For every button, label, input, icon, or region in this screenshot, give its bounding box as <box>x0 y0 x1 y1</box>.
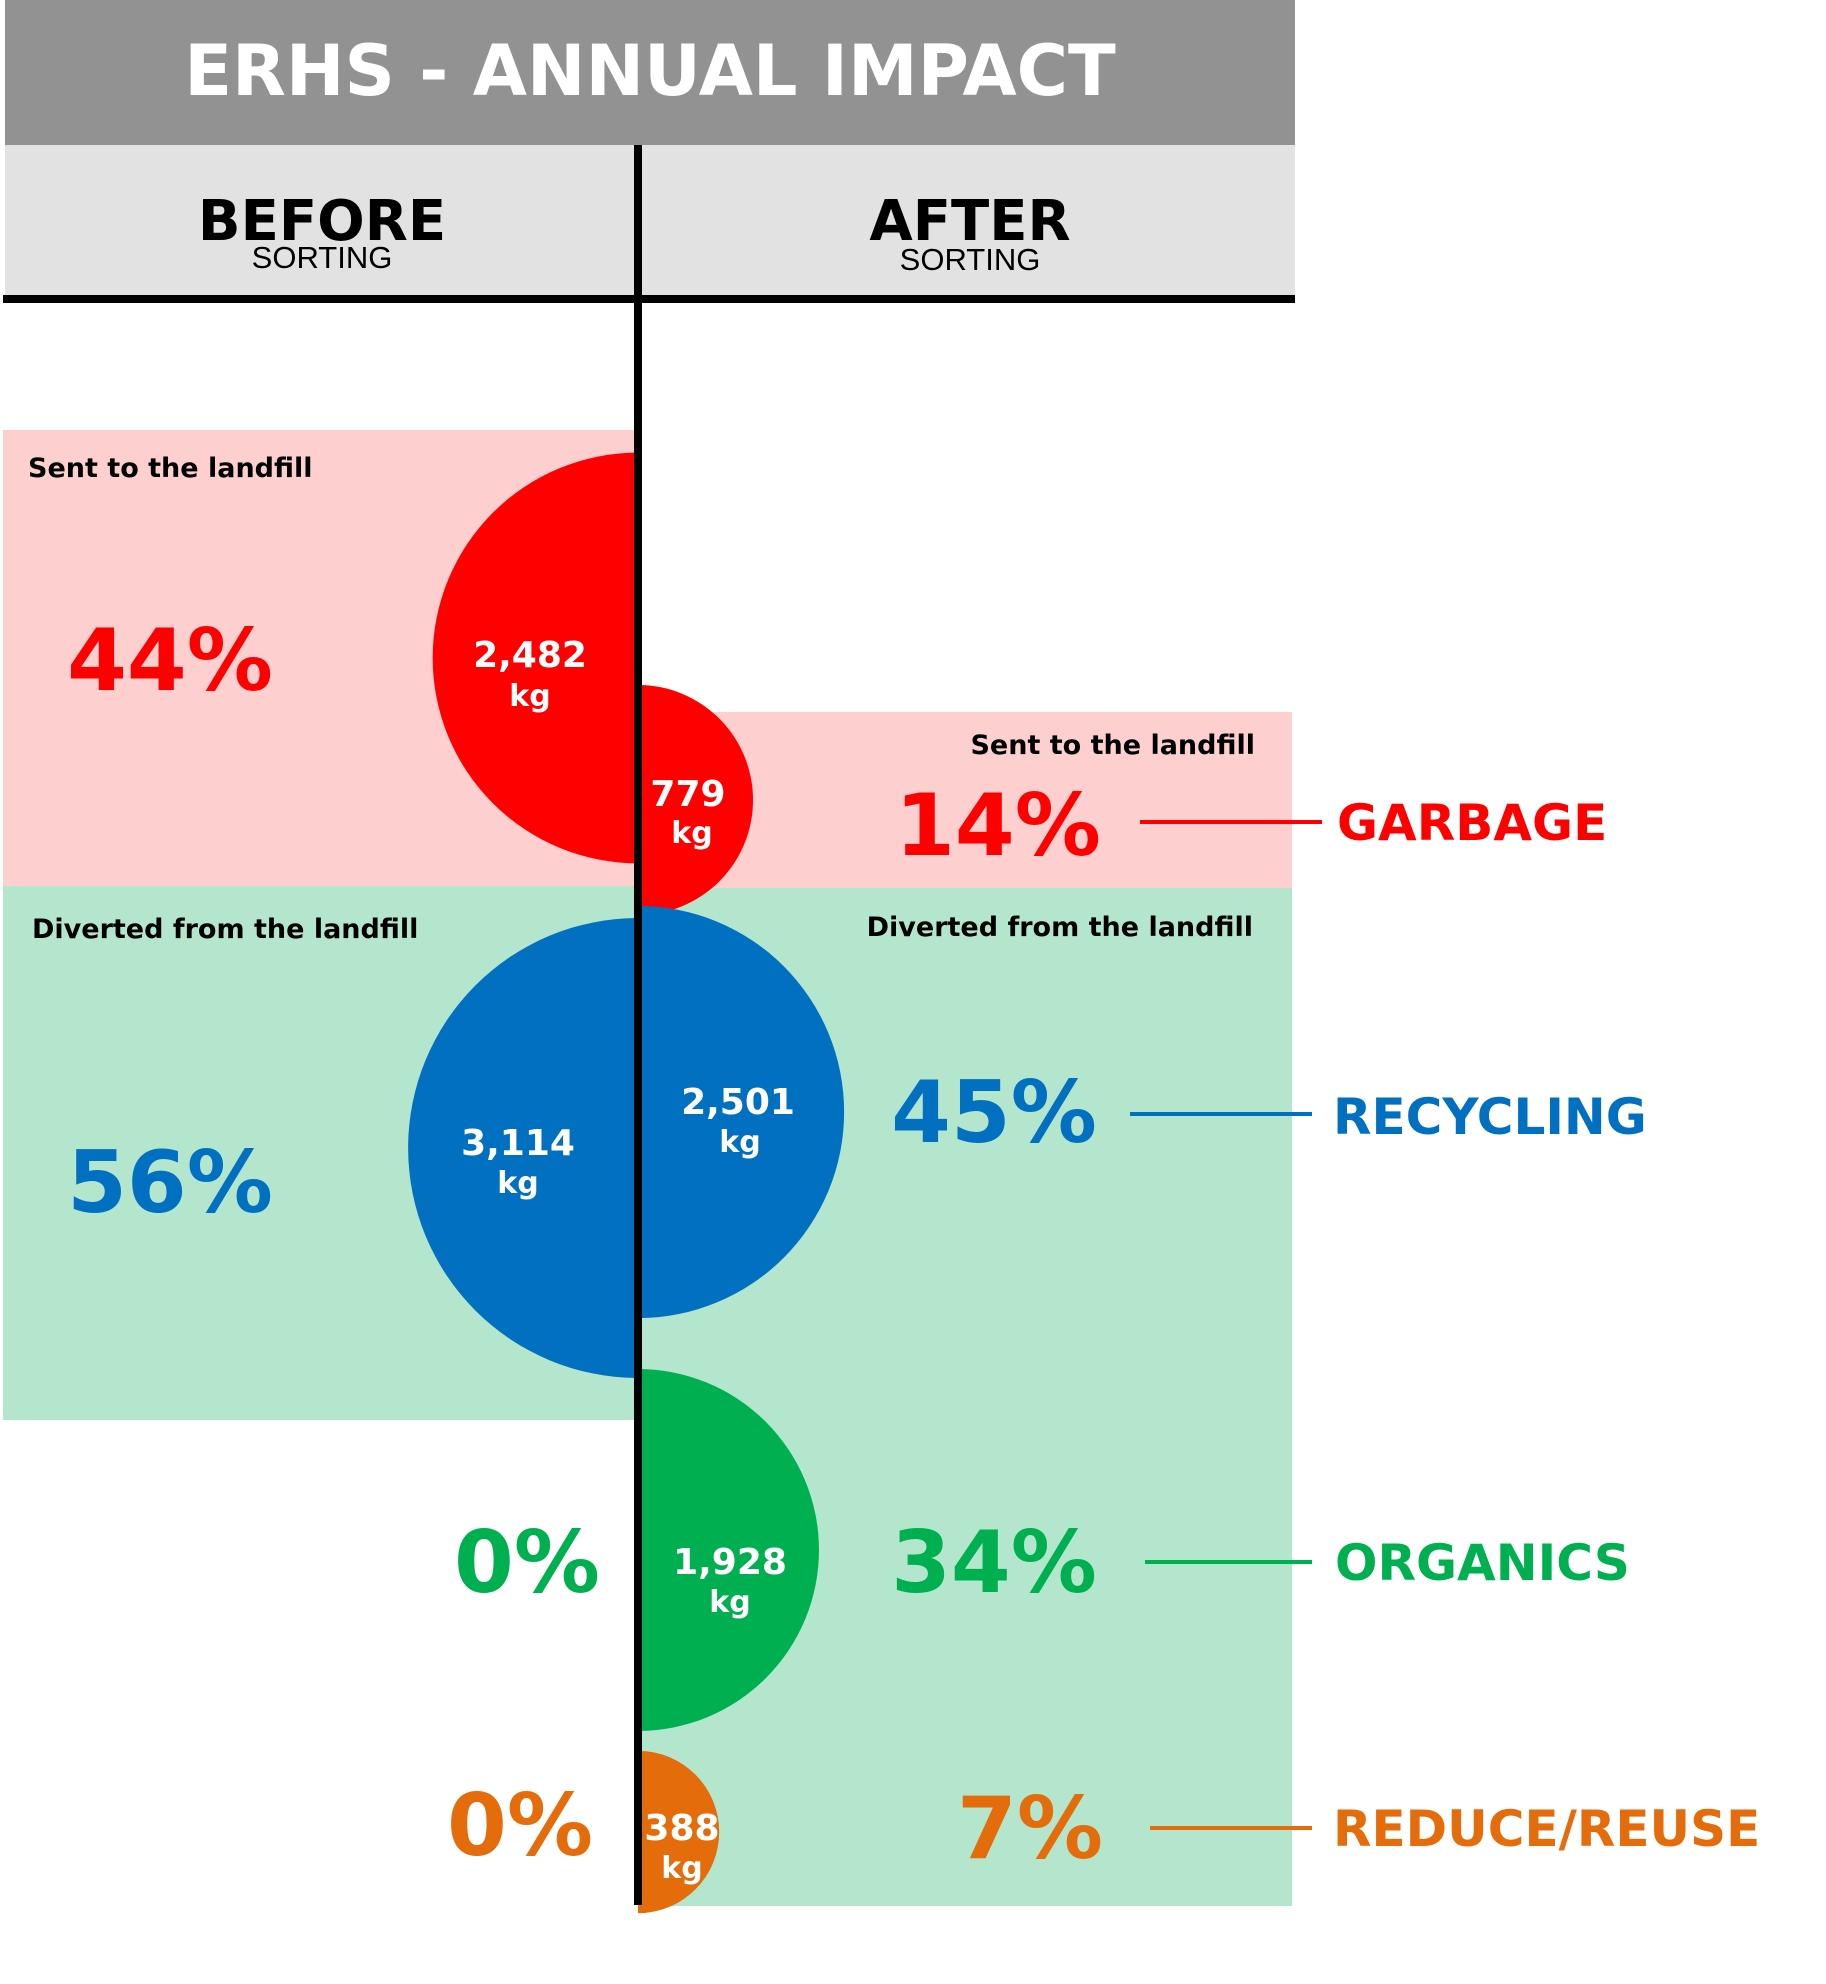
recycling-before-bubble <box>408 918 638 1378</box>
garbage-before-bubble <box>432 452 638 864</box>
diverted-after-label: Diverted from the landfill <box>867 912 1253 943</box>
diverted-before-label: Diverted from the landfill <box>32 914 418 945</box>
reduce-reuse-before-percent: 0% <box>447 1776 593 1876</box>
recycling-after-unit: kg <box>719 1125 760 1160</box>
before-subheading: SORTING <box>252 240 393 275</box>
recycling-label: RECYCLING <box>1333 1088 1647 1146</box>
organics-after-bubble <box>638 1369 819 1731</box>
recycling-after-value: 2,501 <box>681 1082 795 1123</box>
organics-after-percent: 34% <box>891 1513 1097 1613</box>
organics-label: ORGANICS <box>1335 1534 1630 1592</box>
organics-before-percent: 0% <box>454 1513 600 1613</box>
after-header-bg <box>640 145 1295 295</box>
reduce-reuse-label: REDUCE/REUSE <box>1333 1800 1760 1858</box>
header-underline <box>3 295 1295 303</box>
after-heading: AFTER <box>869 189 1070 254</box>
landfill-before-label: Sent to the landfill <box>28 453 313 484</box>
garbage-before-unit: kg <box>509 679 550 714</box>
garbage-label: GARBAGE <box>1337 794 1607 852</box>
landfill-after-label: Sent to the landfill <box>970 730 1255 761</box>
recycling-before-percent: 56% <box>67 1133 273 1233</box>
reduce-reuse-after-percent: 7% <box>957 1779 1103 1879</box>
title-bar <box>5 0 1295 145</box>
chart-title: ERHS - ANNUAL IMPACT <box>184 30 1116 112</box>
garbage-after-bubble <box>638 684 754 916</box>
recycling-after-percent: 45% <box>891 1063 1097 1163</box>
garbage-before-value: 2,482 <box>473 635 587 676</box>
column-divider <box>634 145 642 1905</box>
recycling-after-bubble <box>638 905 845 1319</box>
garbage-after-unit: kg <box>671 816 712 851</box>
reduce-reuse-after-value: 388 <box>644 1808 719 1849</box>
garbage-after-value: 779 <box>650 774 725 815</box>
before-heading: BEFORE <box>198 189 446 254</box>
before-header-bg <box>5 145 635 295</box>
garbage-after-percent: 14% <box>895 776 1101 876</box>
recycling-before-value: 3,114 <box>461 1123 575 1164</box>
after-subheading: SORTING <box>900 242 1041 277</box>
reduce-reuse-after-bubble <box>638 1750 720 1914</box>
organics-after-unit: kg <box>709 1585 750 1620</box>
organics-after-value: 1,928 <box>673 1542 787 1583</box>
reduce-reuse-after-unit: kg <box>661 1851 702 1886</box>
garbage-before-percent: 44% <box>67 611 273 711</box>
recycling-before-unit: kg <box>497 1166 538 1201</box>
